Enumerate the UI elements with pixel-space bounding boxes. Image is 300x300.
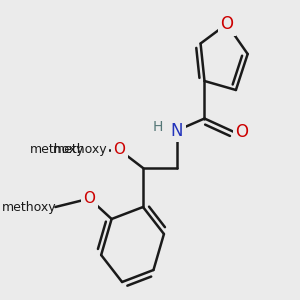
Text: O: O bbox=[236, 123, 248, 141]
Text: O: O bbox=[83, 191, 95, 206]
Text: methoxy: methoxy bbox=[53, 143, 107, 157]
Text: H: H bbox=[152, 120, 163, 134]
Text: methoxy: methoxy bbox=[29, 143, 84, 157]
Text: N: N bbox=[171, 122, 183, 140]
Text: methoxy: methoxy bbox=[2, 200, 57, 214]
Text: O: O bbox=[220, 15, 233, 33]
Text: O: O bbox=[113, 142, 125, 158]
